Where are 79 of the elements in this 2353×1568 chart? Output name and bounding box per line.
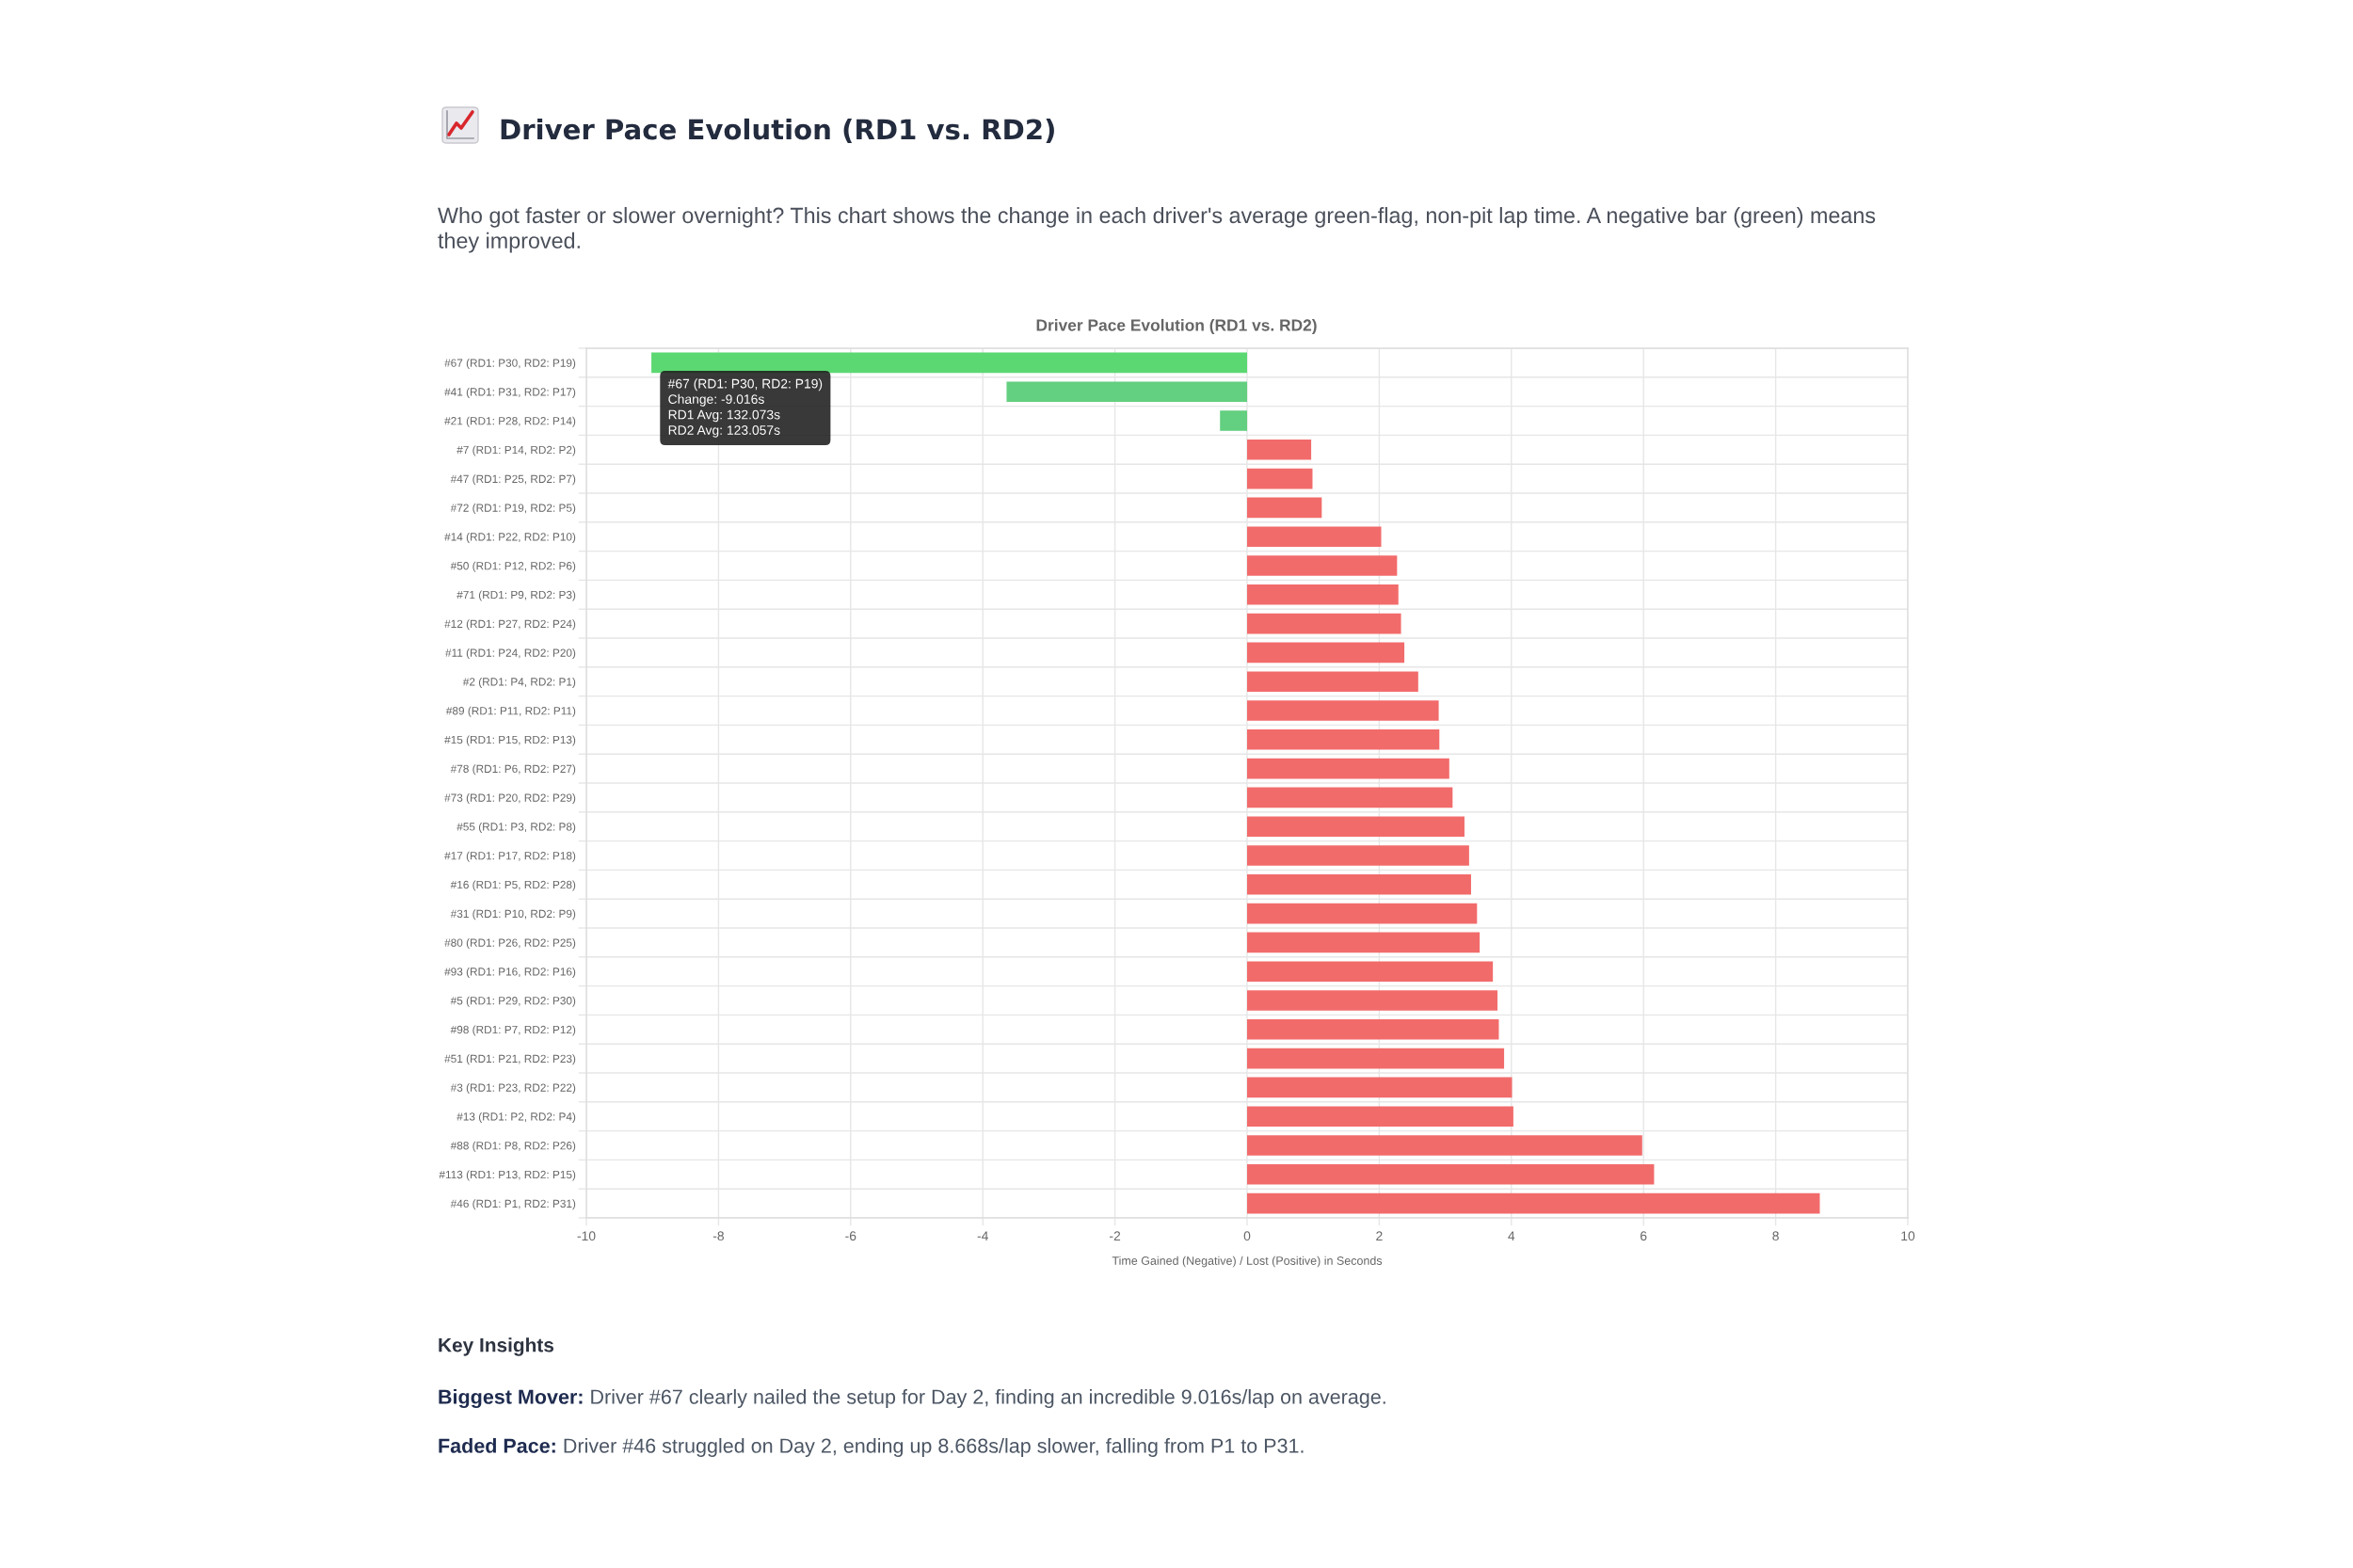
bar [1247, 903, 1478, 924]
y-tick-label: #98 (RD1: P7, RD2: P12) [450, 1025, 576, 1036]
bar [1220, 410, 1247, 431]
bar [1247, 1048, 1505, 1069]
y-tick-label: #80 (RD1: P26, RD2: P25) [444, 938, 576, 950]
bar [1247, 1106, 1513, 1127]
x-tick-label: 2 [1376, 1231, 1383, 1240]
y-tick-label: #73 (RD1: P20, RD2: P29) [444, 793, 576, 805]
text: Driver Pace Evolution (RD1 vs. RD2) [501, 118, 1054, 143]
bar [1247, 526, 1382, 547]
y-tick-label: #31 (RD1: P10, RD2: P9) [450, 909, 576, 920]
y-tick-label: #113 (RD1: P13, RD2: P15) [439, 1170, 576, 1181]
y-tick-label: #46 (RD1: P1, RD2: P31) [450, 1199, 576, 1210]
y-tick-label: #89 (RD1: P11, RD2: P11) [445, 706, 576, 717]
y-tick-label: #21 (RD1: P28, RD2: P14) [444, 416, 576, 427]
y-tick-label: #51 (RD1: P21, RD2: P23) [444, 1054, 576, 1065]
bar [1247, 671, 1418, 692]
y-tick-label: #12 (RD1: P27, RD2: P24) [444, 619, 576, 631]
y-tick-label: #55 (RD1: P3, RD2: P8) [456, 822, 576, 833]
text: Key Insights [439, 1337, 554, 1356]
bar [1247, 932, 1481, 953]
y-tick-label: #47 (RD1: P25, RD2: P7) [450, 474, 576, 486]
bar [1247, 700, 1439, 721]
chart-subtitle: Who got faster or slower overnight? This chart shows the change in each driver's average green-flag, non-pit lap time. A negative bar (green) means they improved. [438, 207, 1876, 253]
y-tick-label: #5 (RD1: P29, RD2: P30) [450, 996, 576, 1007]
x-tick-label: -4 [977, 1231, 988, 1240]
bar [1247, 758, 1449, 779]
bar [1247, 961, 1494, 982]
y-tick-label: #2 (RD1: P4, RD2: P1) [462, 677, 576, 688]
x-tick-label: 4 [1508, 1231, 1515, 1240]
y-tick-label: #17 (RD1: P17, RD2: P18) [444, 851, 576, 862]
y-tick-label: #16 (RD1: P5, RD2: P28) [450, 880, 576, 891]
x-tick-label: 6 [1641, 1231, 1647, 1241]
bar [1247, 440, 1312, 460]
bar [1247, 1135, 1642, 1156]
x-tick-label: -2 [1110, 1231, 1121, 1240]
bar [1247, 613, 1401, 634]
bar [1247, 1019, 1499, 1040]
chart-title: Driver Pace Evolution (RD1 vs. RD2) [1036, 318, 1317, 335]
bar [1247, 787, 1453, 808]
bar [1247, 555, 1398, 576]
text: Faded Pace: Driver #46 struggled on Day 2, ending up 8.668s/lap slower, falling from P1 to P31. [439, 1437, 1304, 1458]
bar [1247, 497, 1322, 519]
x-tick-label: -10 [577, 1231, 596, 1241]
bar [1247, 816, 1465, 837]
bar [1006, 381, 1247, 402]
y-tick-label: #41 (RD1: P31, RD2: P17) [444, 387, 576, 398]
y-tick-label: #13 (RD1: P2, RD2: P4) [456, 1112, 576, 1123]
x-tick-label: -6 [845, 1231, 856, 1241]
y-tick-label: #78 (RD1: P6, RD2: P27) [450, 764, 576, 776]
y-tick-label: #72 (RD1: P19, RD2: P5) [450, 504, 576, 515]
y-tick-label: #3 (RD1: P23, RD2: P22) [450, 1083, 576, 1095]
bar [1247, 874, 1471, 895]
y-tick-label: #67 (RD1: P30, RD2: P19) [444, 359, 576, 370]
bar [1247, 729, 1440, 750]
y-tick-label: #15 (RD1: P15, RD2: P13) [444, 735, 576, 746]
bar [1247, 845, 1469, 866]
y-tick-label: #14 (RD1: P22, RD2: P10) [444, 532, 576, 543]
x-axis-title: Time Gained (Negative) / Lost (Positive) in Seconds [1112, 1256, 1383, 1268]
bar [651, 352, 1247, 374]
bar [1247, 1192, 1820, 1214]
x-tick-label: 0 [1243, 1231, 1251, 1241]
bar [1247, 1164, 1655, 1185]
y-tick-label: #88 (RD1: P8, RD2: P26) [450, 1141, 576, 1152]
y-tick-label: #11 (RD1: P24, RD2: P20) [445, 648, 576, 660]
y-tick-label: #50 (RD1: P12, RD2: P6) [450, 561, 576, 572]
x-tick-label: 8 [1772, 1231, 1779, 1241]
x-tick-label: 10 [1901, 1231, 1915, 1241]
bar [1247, 1077, 1513, 1098]
y-tick-label: #93 (RD1: P16, RD2: P16) [444, 967, 576, 978]
x-tick-label: -8 [712, 1231, 724, 1241]
bar [1247, 990, 1498, 1011]
bar [1247, 468, 1313, 489]
y-tick-label: #71 (RD1: P9, RD2: P3) [456, 590, 576, 601]
bar [1247, 584, 1399, 605]
y-tick-label: #7 (RD1: P14, RD2: P2) [456, 445, 576, 456]
text: Biggest Mover: Driver #67 clearly nailed the setup for Day 2, finding an incredible 9.016s/lap on average. [439, 1388, 1385, 1409]
bar [1247, 642, 1405, 664]
annotation: #67 (RD1: P30, RD2: P19) Change: -9.016s RD1 Avg: 132.073s RD2 Avg: 123.057s [667, 378, 823, 438]
